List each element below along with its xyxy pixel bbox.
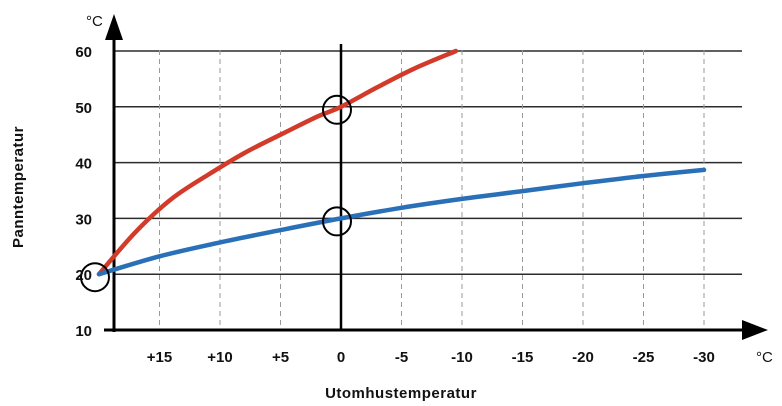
x-tick-label: +5 — [272, 349, 289, 366]
x-tick-label: +15 — [147, 349, 172, 366]
y-axis-arrow-icon — [105, 14, 123, 40]
x-tick-label: -20 — [572, 349, 594, 366]
y-tick-label: 20 — [75, 267, 92, 284]
x-axis-title: Utomhustemperatur — [325, 385, 477, 402]
x-axis-arrow-icon — [742, 320, 768, 340]
series — [96, 48, 707, 277]
axes — [104, 14, 768, 340]
circle-marker — [80, 262, 110, 293]
y-unit-label: °C — [86, 13, 103, 30]
y-tick-label: 10 — [75, 323, 92, 340]
tick-labels: 10 20 30 40 50 60 +15 +10 +5 0 -5 -10 -15 -20 -25 -30 — [75, 44, 715, 366]
x-tick-label: 0 — [337, 349, 345, 366]
x-tick-label: +10 — [207, 349, 232, 366]
red-curve-line — [96, 48, 459, 277]
y-axis-title: Panntemperatur — [10, 126, 27, 248]
x-tick-label: -30 — [693, 349, 715, 366]
y-tick-label: 60 — [75, 44, 92, 61]
grid — [114, 50, 742, 330]
x-tick-label: -5 — [395, 349, 408, 366]
x-tick-label: -10 — [451, 349, 473, 366]
y-tick-label: 50 — [75, 100, 92, 117]
x-tick-label: -15 — [512, 349, 534, 366]
x-unit-label: °C — [756, 349, 773, 366]
x-tick-label: -25 — [633, 349, 655, 366]
blue-curve-line — [96, 167, 707, 277]
circle-marker — [322, 206, 352, 237]
circle-marker — [322, 94, 352, 125]
y-tick-label: 30 — [75, 211, 92, 228]
y-tick-label: 40 — [75, 156, 92, 173]
markers — [80, 94, 352, 293]
